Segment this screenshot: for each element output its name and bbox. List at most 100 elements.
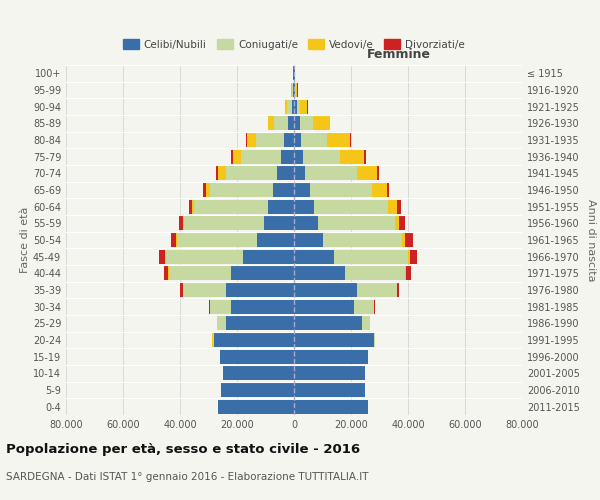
Bar [183,216,184,230]
Bar [285,100,287,114]
Bar [294,250,334,264]
Bar [281,150,294,164]
Bar [284,133,294,147]
Bar [183,283,226,297]
Bar [302,150,340,164]
Bar [223,366,294,380]
Bar [241,150,281,164]
Bar [300,116,313,130]
Bar [294,83,295,97]
Bar [226,283,294,297]
Bar [232,266,294,280]
Bar [294,350,368,364]
Bar [294,233,323,247]
Bar [297,100,300,114]
Bar [323,233,403,247]
Bar [386,183,389,197]
Bar [294,383,365,397]
Bar [287,100,292,114]
Bar [356,283,397,297]
Bar [268,116,274,130]
Bar [264,216,294,230]
Bar [406,266,411,280]
Bar [294,400,368,413]
Bar [210,300,232,314]
Bar [362,316,370,330]
Bar [403,233,405,247]
Bar [194,200,268,214]
Bar [294,333,374,347]
Bar [405,233,413,247]
Bar [231,150,233,164]
Bar [377,166,379,180]
Bar [313,116,329,130]
Legend: Celibi/Nubili, Coniugati/e, Vedovi/e, Divorziati/e: Celibi/Nubili, Coniugati/e, Vedovi/e, Di… [119,35,469,54]
Bar [245,133,247,147]
Bar [294,200,314,214]
Bar [233,150,241,164]
Bar [221,383,294,397]
Bar [166,250,242,264]
Bar [327,133,350,147]
Bar [301,133,327,147]
Bar [388,200,397,214]
Y-axis label: Fasce di età: Fasce di età [20,207,30,273]
Bar [350,133,351,147]
Text: Femmine: Femmine [367,48,431,62]
Bar [294,283,356,297]
Bar [294,300,354,314]
Bar [354,300,374,314]
Bar [294,116,300,130]
Bar [169,266,232,280]
Bar [220,350,294,364]
Bar [395,216,400,230]
Bar [289,116,294,130]
Bar [226,316,294,330]
Bar [294,150,302,164]
Bar [214,333,294,347]
Bar [184,216,264,230]
Bar [218,400,294,413]
Bar [176,233,177,247]
Bar [364,150,366,164]
Bar [292,100,294,114]
Text: Popolazione per età, sesso e stato civile - 2016: Popolazione per età, sesso e stato civil… [6,442,360,456]
Bar [277,166,294,180]
Text: SARDEGNA - Dati ISTAT 1° gennaio 2016 - Elaborazione TUTTITALIA.IT: SARDEGNA - Dati ISTAT 1° gennaio 2016 - … [6,472,368,482]
Bar [329,116,331,130]
Bar [294,266,346,280]
Bar [294,183,310,197]
Bar [294,66,295,80]
Bar [294,166,305,180]
Bar [177,233,257,247]
Bar [192,200,194,214]
Bar [272,183,294,197]
Bar [218,166,226,180]
Bar [181,283,183,297]
Bar [294,100,297,114]
Bar [374,333,375,347]
Bar [217,316,226,330]
Bar [257,233,294,247]
Y-axis label: Anni di nascita: Anni di nascita [586,198,596,281]
Bar [397,283,400,297]
Bar [397,200,401,214]
Bar [296,83,298,97]
Bar [346,266,405,280]
Bar [164,266,169,280]
Bar [247,133,256,147]
Bar [232,300,294,314]
Bar [293,83,294,97]
Bar [294,366,365,380]
Bar [268,200,294,214]
Bar [292,83,293,97]
Bar [226,166,277,180]
Bar [213,333,214,347]
Bar [206,183,210,197]
Bar [256,133,284,147]
Bar [405,266,406,280]
Bar [179,216,183,230]
Bar [305,166,356,180]
Bar [242,250,294,264]
Bar [188,200,192,214]
